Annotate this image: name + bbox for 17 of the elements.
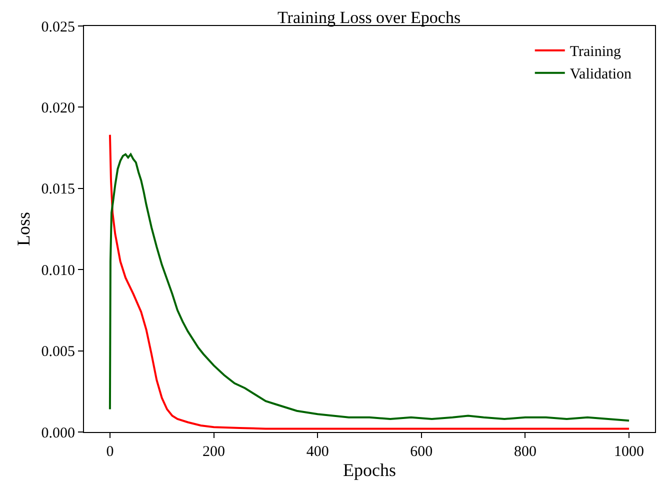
x-tick-label: 800 xyxy=(514,444,536,460)
x-tick-label: 600 xyxy=(410,444,433,460)
x-tick-label: 1000 xyxy=(614,444,644,460)
legend-label: Validation xyxy=(570,66,632,83)
y-tick-label: 0.000 xyxy=(41,425,75,442)
x-tick-label: 400 xyxy=(306,444,329,460)
y-tick-label: 0.020 xyxy=(41,100,75,116)
x-axis-title: Epochs xyxy=(343,460,396,480)
y-tick-label: 0.010 xyxy=(41,262,75,279)
y-axis-title: Loss xyxy=(13,212,34,246)
y-tick-label: 0.015 xyxy=(41,182,75,198)
y-tick-label: 0.005 xyxy=(41,344,75,360)
x-tick-label: 0 xyxy=(106,444,114,460)
x-tick-label: 200 xyxy=(202,444,226,460)
legend-label: Training xyxy=(570,44,622,60)
y-tick-label: 0.025 xyxy=(41,19,75,36)
chart-title: Training Loss over Epochs xyxy=(278,8,461,28)
